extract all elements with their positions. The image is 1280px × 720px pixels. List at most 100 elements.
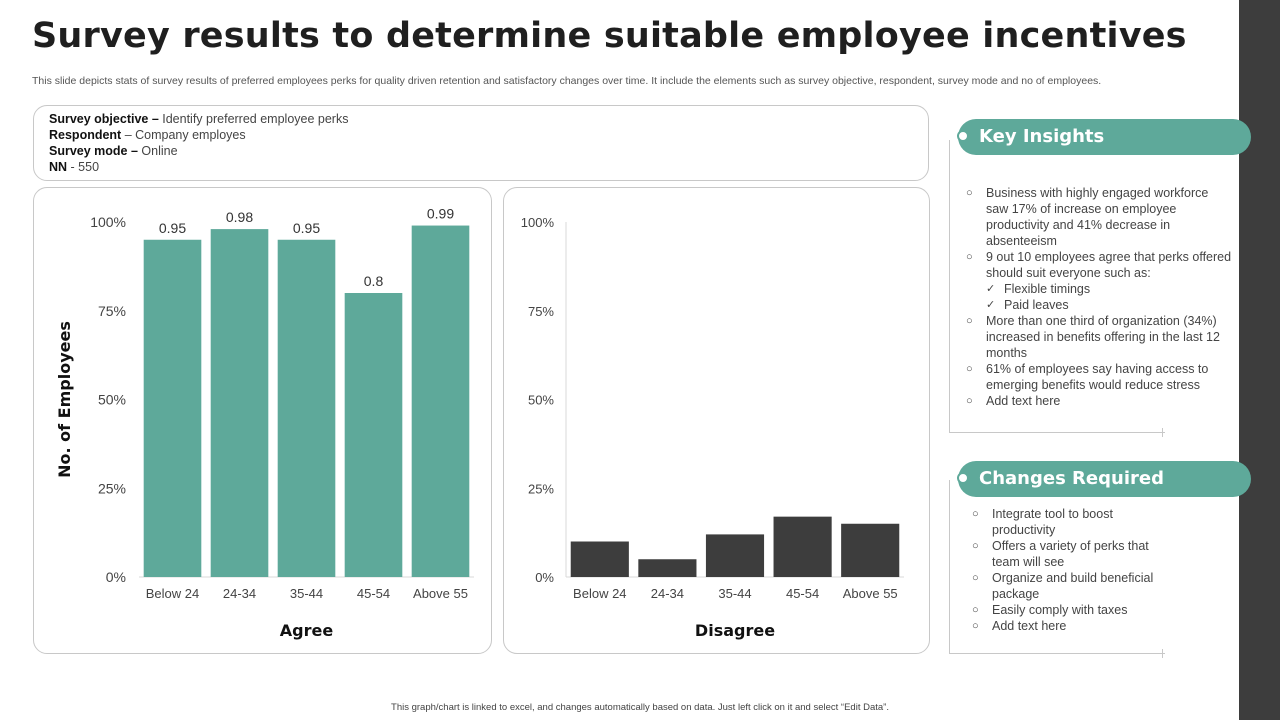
survey-respondent: Respondent – Company employes	[49, 128, 246, 142]
change-required-item: ○ Offers a variety of perks that team wil…	[972, 538, 1162, 570]
y-axis-title: No. of Employees	[55, 321, 74, 478]
change-required-item: ○ Organize and build beneficial package	[972, 570, 1162, 602]
key-insight-item-text: 61% of employees say having access to em…	[986, 362, 1209, 392]
chart-title: Disagree	[695, 621, 775, 640]
key-insight-item-text: Flexible timings	[1004, 282, 1091, 296]
change-required-item: ○ Easily comply with taxes	[972, 602, 1162, 618]
bar	[705, 534, 765, 577]
change-required-item-text: Organize and build beneficial package	[992, 571, 1154, 601]
x-tick-label: 24-34	[223, 586, 256, 601]
x-tick-label: 45-54	[357, 586, 390, 601]
key-insight-item: ✓ Paid leaves	[966, 297, 1232, 313]
changes-required-heading: Changes Required	[958, 461, 1251, 497]
bar	[143, 239, 202, 577]
key-insights-list: ○ Business with highly engaged workforce …	[966, 185, 1232, 409]
bullet-circle-icon: ○	[966, 363, 973, 375]
agree-chart-panel: 0% 25% 50% 75% 100% 0.95 Below 24 0.98 24-34 0.95…	[33, 187, 492, 654]
change-required-item-text: Integrate tool to boost productivity	[992, 507, 1113, 537]
survey-info-box: Survey objective – Identify preferred em…	[33, 105, 929, 181]
bar	[277, 239, 336, 577]
key-insights-heading: Key Insights	[958, 119, 1251, 155]
chart-title: Agree	[280, 621, 334, 640]
key-insight-item: ○ Business with highly engaged workforce …	[966, 185, 1232, 249]
x-tick-label: Below 24	[573, 586, 626, 601]
bullet-circle-icon: ○	[966, 395, 973, 407]
check-icon: ✓	[986, 299, 996, 311]
page-subtitle: This slide depicts stats of survey resul…	[32, 75, 1102, 87]
page-title: Survey results to determine suitable emp…	[32, 16, 1187, 56]
x-tick-label: Above 55	[413, 586, 468, 601]
key-insight-item: ○ Add text here	[966, 393, 1232, 409]
key-insight-item-text: Paid leaves	[1004, 298, 1069, 312]
change-required-item-text: Add text here	[992, 619, 1067, 633]
x-tick-label: 35-44	[718, 586, 751, 601]
data-label: 0.95	[159, 220, 186, 236]
y-tick-label: 100%	[90, 214, 126, 230]
key-insight-item-text: Business with highly engaged workforce s…	[986, 186, 1209, 248]
change-required-item-text: Offers a variety of perks that team will…	[992, 539, 1149, 569]
survey-nn: NN - 550	[49, 160, 99, 174]
y-tick-label: 25%	[528, 481, 554, 496]
bullet-circle-icon: ○	[966, 187, 973, 199]
y-tick-label: 0%	[535, 570, 554, 585]
bullet-circle-icon: ○	[972, 572, 979, 584]
survey-nn-label: NN	[49, 160, 68, 174]
right-edge-bar	[1239, 0, 1280, 720]
survey-nn-value: - 550	[67, 160, 100, 174]
footer-note: This graph/chart is linked to excel, and…	[391, 702, 889, 713]
data-label: 0.8	[364, 273, 384, 289]
key-insights-dot	[957, 130, 969, 142]
agree-chart: 0% 25% 50% 75% 100% 0.95 Below 24 0.98 24-34 0.95…	[55, 206, 474, 640]
bar	[773, 516, 832, 577]
y-tick-label: 0%	[106, 569, 126, 585]
bar	[210, 229, 269, 577]
survey-mode-label: Survey mode –	[49, 144, 138, 158]
changes-required-dot	[957, 472, 969, 484]
change-required-item: ○ Integrate tool to boost productivity	[972, 506, 1162, 538]
x-tick-label: 24-34	[651, 586, 684, 601]
key-insights-panel	[949, 140, 1165, 437]
survey-respondent-value: – Company employes	[121, 128, 246, 142]
survey-mode: Survey mode – Online	[49, 144, 178, 158]
bullet-circle-icon: ○	[966, 315, 973, 327]
y-tick-label: 75%	[528, 304, 554, 319]
key-insight-item: ○ More than one third of organization (34…	[966, 313, 1232, 361]
key-insight-item: ✓ Flexible timings	[966, 281, 1232, 297]
y-tick-label: 25%	[98, 480, 126, 496]
y-tick-label: 50%	[528, 393, 554, 408]
bar	[638, 559, 697, 577]
x-tick-label: 35-44	[290, 586, 323, 601]
key-insight-item-text: Add text here	[986, 394, 1061, 408]
x-tick-label: Below 24	[146, 586, 199, 601]
changes-required-panel	[949, 480, 1165, 658]
bar	[841, 523, 900, 577]
key-insight-item-text: 9 out 10 employees agree that perks offe…	[986, 250, 1232, 280]
survey-mode-value: Online	[137, 144, 178, 158]
panel-tick	[1162, 428, 1163, 437]
data-label: 0.99	[427, 206, 454, 222]
bar	[411, 225, 470, 578]
key-insight-item: ○ 61% of employees say having access to e…	[966, 361, 1232, 393]
key-insight-item: ○ 9 out 10 employees agree that perks off…	[966, 249, 1232, 281]
disagree-chart: 0% 25% 50% 75% 100% Below 24 24-34 35-44 45-54 Ab…	[521, 215, 904, 640]
bullet-circle-icon: ○	[972, 604, 979, 616]
x-tick-label: 45-54	[786, 586, 819, 601]
survey-respondent-label: Respondent	[49, 128, 122, 142]
bar	[344, 293, 403, 577]
key-insight-item-text: More than one third of organization (34%…	[986, 314, 1220, 360]
changes-required-list: ○ Integrate tool to boost productivity ○ Of…	[972, 506, 1162, 634]
y-tick-label: 100%	[521, 215, 555, 230]
y-tick-label: 75%	[98, 303, 126, 319]
change-required-item-text: Easily comply with taxes	[992, 603, 1128, 617]
bullet-circle-icon: ○	[972, 620, 979, 632]
survey-objective-value: Identify preferred employee perks	[158, 112, 349, 126]
panel-tick	[1162, 649, 1163, 658]
y-tick-label: 50%	[98, 392, 126, 408]
data-label: 0.95	[293, 220, 320, 236]
x-tick-label: Above 55	[843, 586, 898, 601]
survey-objective-label: Survey objective –	[49, 112, 159, 126]
check-icon: ✓	[986, 283, 996, 295]
bar	[570, 541, 629, 577]
data-label: 0.98	[226, 209, 253, 225]
bullet-circle-icon: ○	[966, 251, 973, 263]
